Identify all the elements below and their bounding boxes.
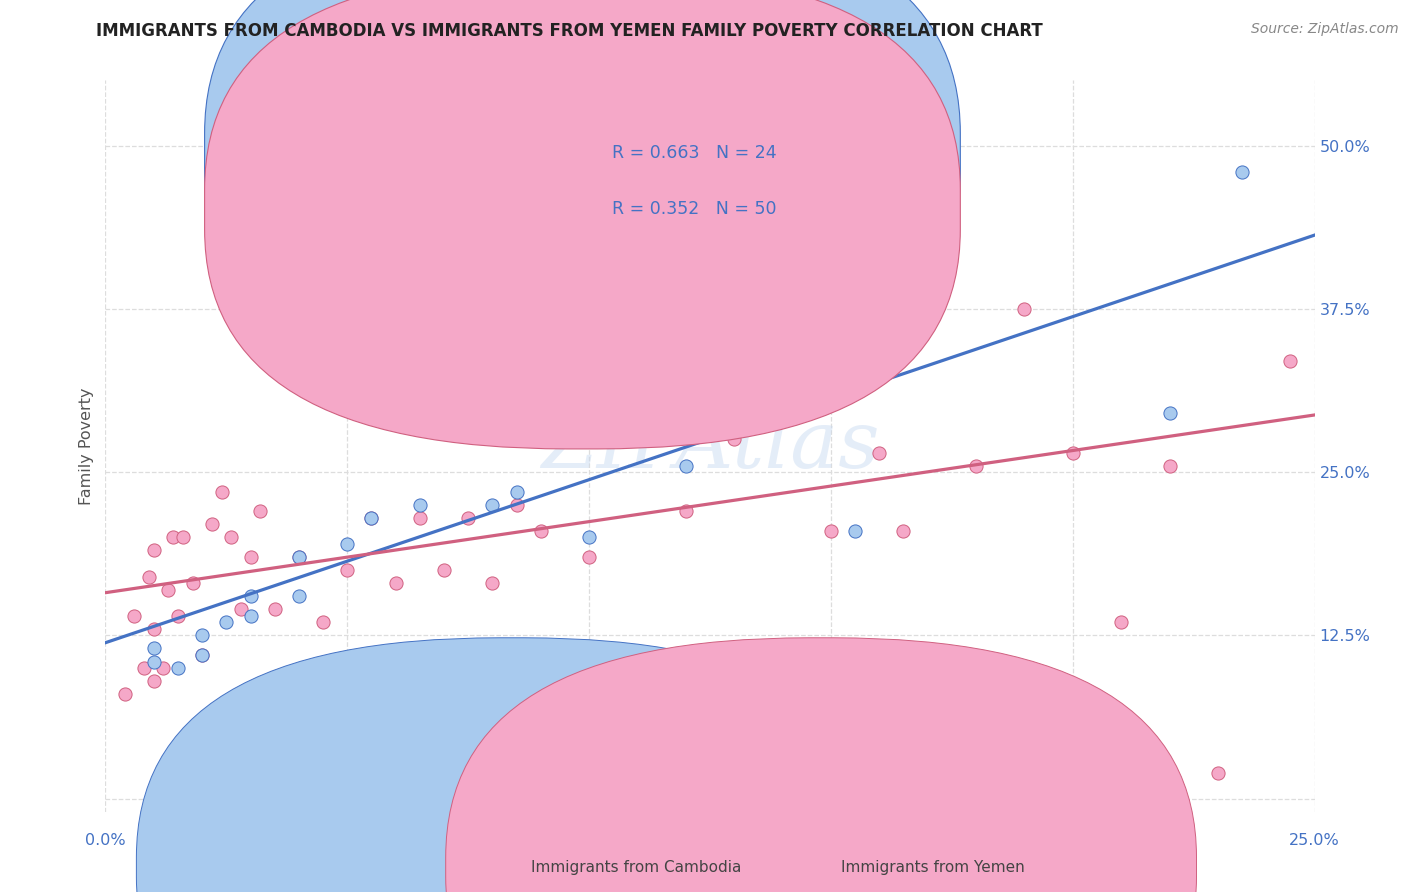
Text: Source: ZipAtlas.com: Source: ZipAtlas.com bbox=[1251, 22, 1399, 37]
Text: Immigrants from Cambodia: Immigrants from Cambodia bbox=[531, 860, 742, 874]
Y-axis label: Family Poverty: Family Poverty bbox=[79, 387, 94, 505]
Point bbox=[1109, 615, 1132, 630]
Point bbox=[288, 549, 311, 564]
Point bbox=[142, 674, 165, 689]
FancyBboxPatch shape bbox=[547, 120, 849, 244]
Point bbox=[917, 301, 939, 316]
Point bbox=[336, 537, 359, 551]
Point bbox=[191, 648, 214, 662]
Point bbox=[1062, 445, 1084, 459]
Point bbox=[142, 543, 165, 558]
Point bbox=[772, 301, 794, 316]
Point bbox=[134, 661, 156, 675]
Point bbox=[239, 549, 262, 564]
Point bbox=[312, 615, 335, 630]
Point bbox=[142, 655, 165, 669]
Point bbox=[1230, 164, 1253, 178]
Point bbox=[239, 589, 262, 603]
Point bbox=[215, 615, 238, 630]
Point bbox=[167, 661, 190, 675]
Point bbox=[1159, 406, 1181, 420]
Text: R = 0.663   N = 24: R = 0.663 N = 24 bbox=[612, 145, 776, 162]
Point bbox=[868, 445, 890, 459]
Point bbox=[409, 498, 432, 512]
Point bbox=[675, 504, 697, 518]
Point bbox=[1279, 354, 1302, 368]
Point bbox=[191, 628, 214, 642]
Point bbox=[433, 563, 456, 577]
Point bbox=[288, 589, 311, 603]
Point bbox=[1014, 301, 1036, 316]
FancyBboxPatch shape bbox=[205, 0, 960, 392]
Point bbox=[457, 511, 479, 525]
Point bbox=[157, 582, 180, 597]
Point bbox=[219, 530, 242, 544]
Point bbox=[554, 419, 576, 434]
FancyBboxPatch shape bbox=[446, 638, 1197, 892]
Point bbox=[181, 576, 204, 591]
Point bbox=[578, 549, 600, 564]
Point bbox=[288, 549, 311, 564]
Point bbox=[844, 524, 866, 538]
Point bbox=[602, 419, 624, 434]
Point bbox=[723, 393, 745, 408]
Point bbox=[138, 569, 160, 583]
Point bbox=[578, 530, 600, 544]
Point bbox=[162, 530, 184, 544]
Point bbox=[602, 367, 624, 381]
Point bbox=[409, 511, 432, 525]
Point bbox=[172, 530, 194, 544]
Point bbox=[505, 484, 527, 499]
Point bbox=[675, 458, 697, 473]
Point bbox=[893, 524, 915, 538]
Point bbox=[211, 484, 233, 499]
Text: IMMIGRANTS FROM CAMBODIA VS IMMIGRANTS FROM YEMEN FAMILY POVERTY CORRELATION CHA: IMMIGRANTS FROM CAMBODIA VS IMMIGRANTS F… bbox=[96, 22, 1042, 40]
Point bbox=[530, 524, 553, 538]
Point bbox=[578, 354, 600, 368]
Text: 0.0%: 0.0% bbox=[86, 833, 125, 847]
FancyBboxPatch shape bbox=[136, 638, 887, 892]
Point bbox=[360, 511, 382, 525]
Point bbox=[229, 602, 252, 616]
Point bbox=[336, 563, 359, 577]
Point bbox=[249, 504, 271, 518]
Point bbox=[1206, 765, 1229, 780]
Point bbox=[820, 524, 842, 538]
Point bbox=[481, 498, 503, 512]
FancyBboxPatch shape bbox=[205, 0, 960, 449]
Point bbox=[167, 608, 190, 623]
Point bbox=[263, 602, 285, 616]
Point bbox=[965, 458, 987, 473]
Text: R = 0.352   N = 50: R = 0.352 N = 50 bbox=[612, 201, 776, 219]
Point bbox=[142, 622, 165, 636]
Point bbox=[191, 648, 214, 662]
Point bbox=[1159, 458, 1181, 473]
Point bbox=[433, 393, 456, 408]
Point bbox=[142, 641, 165, 656]
Text: 25.0%: 25.0% bbox=[1289, 833, 1340, 847]
Point bbox=[481, 576, 503, 591]
Point bbox=[505, 498, 527, 512]
Point bbox=[626, 328, 648, 343]
Point bbox=[124, 608, 146, 623]
Point bbox=[239, 608, 262, 623]
Point bbox=[152, 661, 174, 675]
Point bbox=[360, 511, 382, 525]
Point bbox=[723, 433, 745, 447]
Point bbox=[384, 576, 406, 591]
Point bbox=[114, 687, 136, 701]
Point bbox=[201, 517, 224, 532]
Text: ZIPAtlas: ZIPAtlas bbox=[541, 408, 879, 484]
Text: Immigrants from Yemen: Immigrants from Yemen bbox=[841, 860, 1025, 874]
